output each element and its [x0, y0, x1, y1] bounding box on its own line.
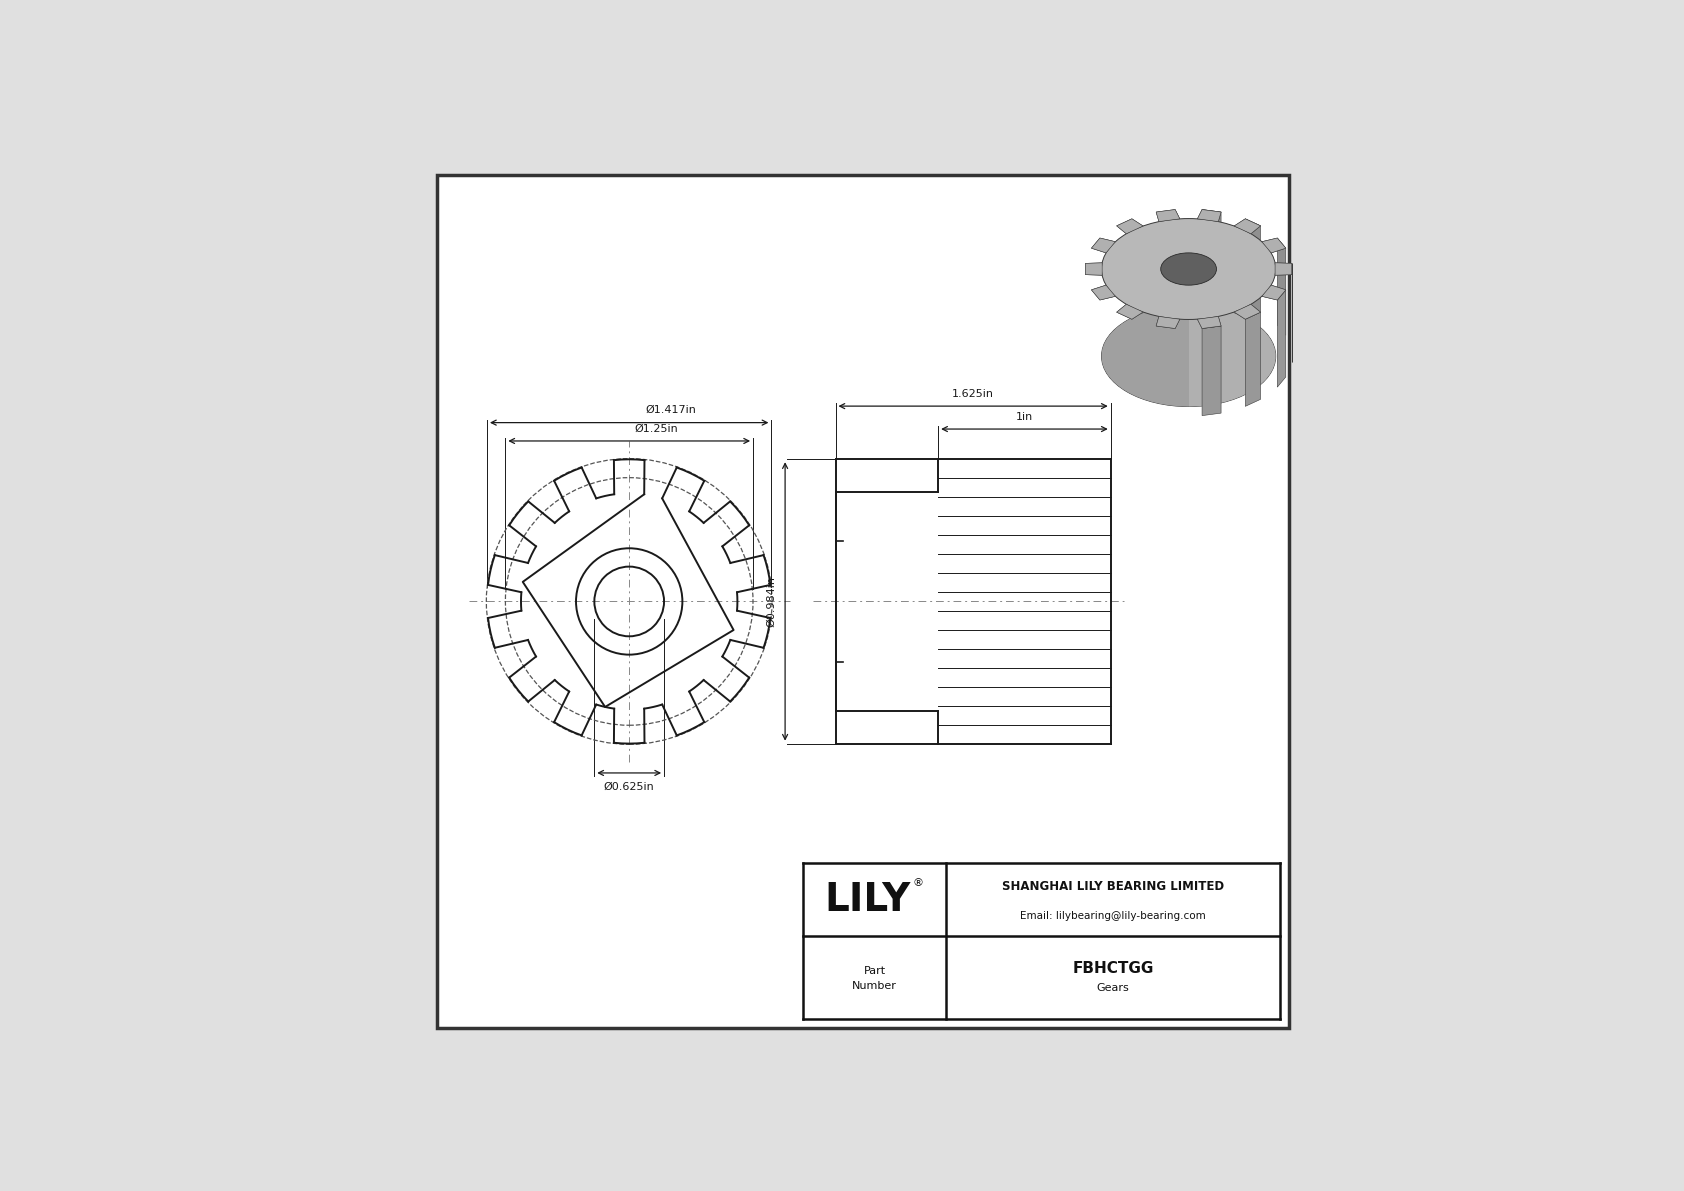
Bar [803, 862, 1280, 1018]
Polygon shape [1116, 304, 1143, 319]
Polygon shape [1261, 285, 1287, 300]
Text: Ø1.25in: Ø1.25in [635, 424, 679, 434]
Text: LILY: LILY [823, 880, 911, 918]
Polygon shape [1234, 304, 1261, 319]
Text: Number: Number [852, 980, 898, 991]
Polygon shape [1091, 285, 1115, 300]
Polygon shape [1197, 317, 1221, 329]
Polygon shape [1275, 263, 1292, 275]
Polygon shape [1157, 317, 1180, 329]
Polygon shape [1234, 219, 1261, 233]
Polygon shape [1091, 238, 1115, 252]
Polygon shape [1244, 312, 1261, 406]
Text: SHANGHAI LILY BEARING LIMITED: SHANGHAI LILY BEARING LIMITED [1002, 880, 1224, 893]
Polygon shape [1278, 238, 1287, 336]
Polygon shape [1234, 304, 1261, 319]
Polygon shape [1275, 263, 1292, 275]
Polygon shape [1197, 210, 1221, 222]
Polygon shape [1278, 289, 1287, 387]
Ellipse shape [1101, 219, 1276, 319]
Polygon shape [1116, 219, 1143, 233]
Polygon shape [1086, 263, 1101, 275]
Polygon shape [1244, 219, 1261, 313]
Text: Email: lilybearing@lily-bearing.com: Email: lilybearing@lily-bearing.com [1021, 911, 1206, 921]
Text: Gears: Gears [1096, 984, 1130, 993]
Polygon shape [1116, 304, 1143, 319]
Polygon shape [1116, 219, 1143, 233]
Text: 1in: 1in [1015, 412, 1032, 422]
Polygon shape [1261, 238, 1287, 252]
Text: Ø1.417in: Ø1.417in [645, 405, 695, 416]
Polygon shape [1261, 238, 1287, 252]
Text: 1.625in: 1.625in [951, 388, 994, 399]
Polygon shape [1197, 317, 1221, 329]
Text: ®: ® [913, 878, 923, 888]
Text: Part: Part [864, 966, 886, 977]
Ellipse shape [1101, 306, 1276, 406]
Polygon shape [1157, 210, 1180, 222]
Polygon shape [1101, 219, 1189, 406]
Polygon shape [1202, 210, 1221, 299]
Polygon shape [1197, 210, 1221, 222]
Polygon shape [1086, 263, 1101, 275]
Text: FBHCTGG: FBHCTGG [1073, 961, 1154, 975]
Polygon shape [1091, 285, 1115, 300]
Polygon shape [1091, 238, 1115, 252]
Polygon shape [1157, 317, 1180, 329]
Text: Ø0.984in: Ø0.984in [766, 576, 776, 626]
Polygon shape [1202, 326, 1221, 416]
Polygon shape [1189, 219, 1275, 406]
Polygon shape [1234, 219, 1261, 233]
Polygon shape [1157, 210, 1180, 222]
Ellipse shape [1160, 252, 1216, 285]
Polygon shape [1261, 285, 1287, 300]
Text: Ø0.625in: Ø0.625in [605, 782, 655, 792]
